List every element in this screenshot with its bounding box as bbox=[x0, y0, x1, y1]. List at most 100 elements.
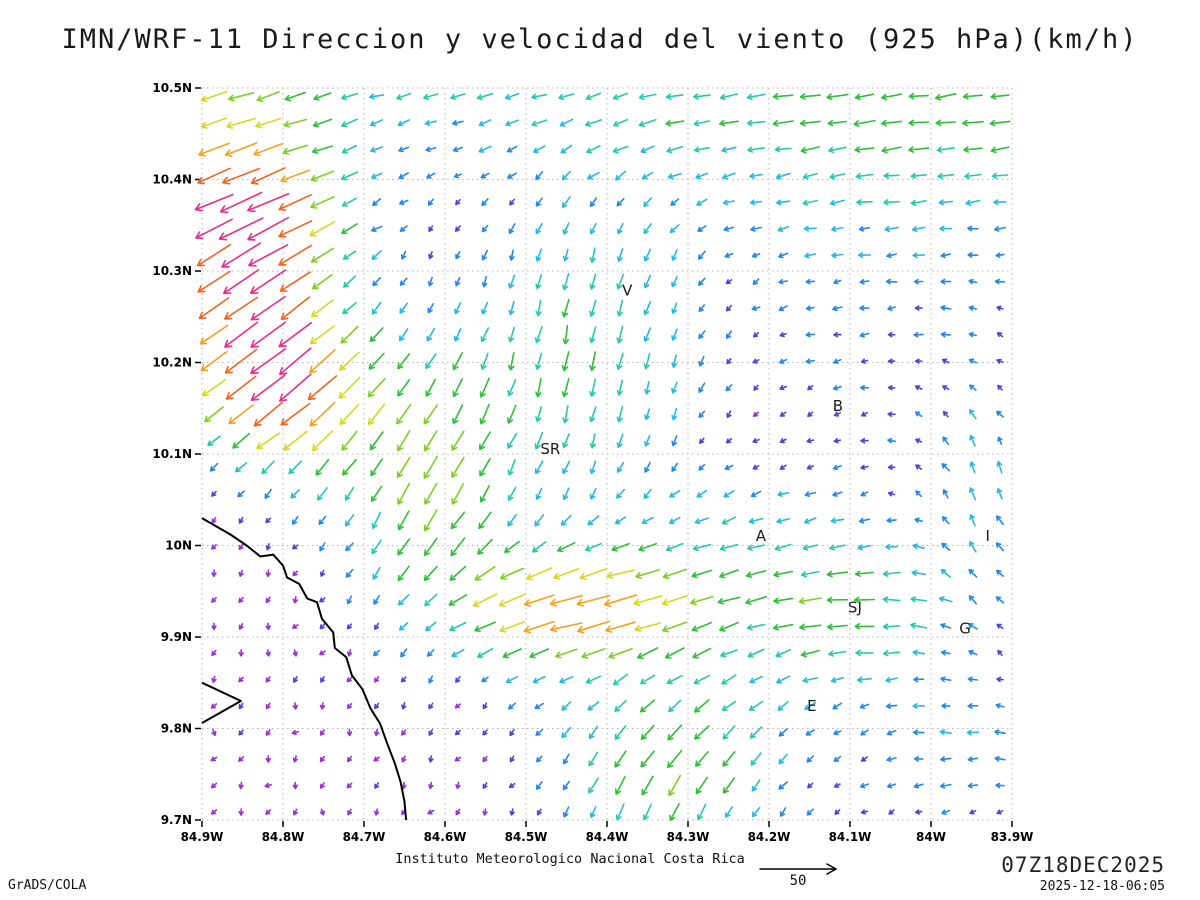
wind-arrow bbox=[996, 809, 1004, 815]
wind-arrow bbox=[479, 431, 491, 451]
wind-arrow bbox=[367, 403, 386, 425]
wind-arrow bbox=[667, 172, 682, 180]
wind-arrow bbox=[616, 352, 624, 370]
wind-arrow bbox=[560, 144, 573, 154]
wind-arrow bbox=[197, 167, 231, 185]
wind-arrow bbox=[962, 93, 983, 100]
wind-arrow bbox=[643, 248, 652, 262]
wind-arrow bbox=[482, 729, 488, 736]
wind-arrow bbox=[425, 353, 437, 370]
wind-arrow bbox=[722, 777, 736, 794]
wind-arrow bbox=[776, 675, 791, 684]
wind-arrow bbox=[887, 331, 896, 338]
wind-arrow bbox=[833, 438, 842, 444]
wind-arrow bbox=[219, 191, 263, 214]
wind-arrow bbox=[224, 348, 258, 374]
wind-arrow bbox=[342, 459, 357, 476]
wind-arrow bbox=[202, 379, 226, 397]
wind-arrow bbox=[534, 431, 544, 450]
wind-arrow bbox=[989, 119, 1011, 127]
wind-arrow bbox=[666, 674, 683, 685]
wind-arrow bbox=[804, 517, 817, 524]
wind-arrow bbox=[428, 702, 434, 710]
wind-arrow bbox=[372, 566, 381, 580]
wind-arrow bbox=[374, 808, 380, 816]
wind-arrow bbox=[751, 806, 761, 818]
wind-arrow bbox=[399, 622, 409, 631]
wind-arrow bbox=[832, 702, 843, 710]
wind-arrow bbox=[603, 594, 638, 607]
wind-arrow bbox=[940, 252, 952, 259]
wind-arrow bbox=[247, 216, 290, 241]
wind-arrow bbox=[638, 543, 657, 552]
wind-arrow bbox=[832, 385, 842, 391]
wind-arrow bbox=[424, 120, 437, 126]
wind-arrow bbox=[750, 490, 762, 498]
wind-arrow bbox=[614, 725, 627, 740]
wind-arrow bbox=[911, 569, 926, 576]
wind-arrow bbox=[562, 780, 570, 791]
wind-arrow bbox=[613, 118, 629, 127]
wind-arrow bbox=[291, 729, 299, 735]
wind-arrow bbox=[502, 648, 522, 659]
wind-arrow bbox=[482, 808, 488, 816]
wind-arrow bbox=[724, 252, 734, 258]
y-axis-label: 10.1N bbox=[152, 447, 192, 461]
wind-arrow bbox=[996, 623, 1004, 630]
wind-arrow bbox=[779, 464, 787, 470]
wind-arrow bbox=[278, 193, 313, 211]
wind-arrow bbox=[250, 348, 287, 375]
wind-arrow bbox=[779, 358, 788, 364]
wind-arrow bbox=[606, 569, 635, 579]
wind-arrow bbox=[343, 275, 357, 288]
wind-arrow bbox=[338, 376, 361, 399]
wind-arrow bbox=[370, 485, 383, 502]
wind-arrow bbox=[616, 406, 624, 423]
y-axis-label: 10.4N bbox=[152, 173, 192, 187]
wind-arrow bbox=[265, 676, 271, 683]
wind-arrow bbox=[195, 218, 233, 240]
wind-arrow bbox=[776, 517, 790, 524]
wind-arrow bbox=[799, 119, 821, 127]
wind-arrow bbox=[584, 119, 602, 127]
wind-arrow bbox=[884, 226, 899, 233]
wind-arrow bbox=[455, 675, 461, 683]
wind-arrow bbox=[883, 172, 900, 179]
wind-arrow bbox=[253, 143, 284, 157]
wind-arrow bbox=[910, 199, 927, 206]
wind-arrow bbox=[449, 621, 467, 632]
wind-arrow bbox=[725, 279, 733, 285]
wind-arrow bbox=[292, 781, 298, 790]
wind-arrow bbox=[640, 674, 656, 685]
wind-arrow bbox=[238, 622, 244, 630]
wind-arrow bbox=[778, 728, 788, 737]
wind-arrow bbox=[508, 326, 515, 343]
wind-arrow bbox=[698, 277, 706, 286]
wind-arrow bbox=[773, 570, 794, 578]
wind-arrow bbox=[589, 806, 597, 818]
station-label-g: G bbox=[959, 619, 971, 637]
wind-arrow bbox=[854, 93, 875, 101]
wind-arrow bbox=[669, 224, 680, 233]
wind-arrow bbox=[694, 699, 710, 713]
wind-arrow bbox=[371, 225, 383, 232]
wind-arrow bbox=[319, 755, 325, 763]
wind-arrow bbox=[427, 198, 434, 206]
wind-arrow bbox=[772, 623, 794, 631]
wind-arrow bbox=[912, 703, 925, 709]
wind-arrow bbox=[698, 463, 706, 471]
wind-arrow bbox=[585, 92, 602, 101]
wind-arrow bbox=[238, 596, 244, 603]
wind-arrow bbox=[309, 220, 336, 237]
wind-arrow bbox=[634, 622, 661, 632]
wind-arrow bbox=[667, 724, 683, 741]
wind-arrow bbox=[671, 408, 678, 421]
wind-arrow bbox=[747, 648, 765, 658]
wind-arrow bbox=[803, 225, 817, 232]
wind-arrow bbox=[549, 594, 584, 607]
wind-arrow bbox=[940, 331, 951, 338]
wind-arrow bbox=[696, 489, 708, 498]
wind-arrow bbox=[778, 278, 788, 285]
wind-arrow bbox=[749, 675, 763, 684]
wind-arrow bbox=[424, 430, 438, 452]
